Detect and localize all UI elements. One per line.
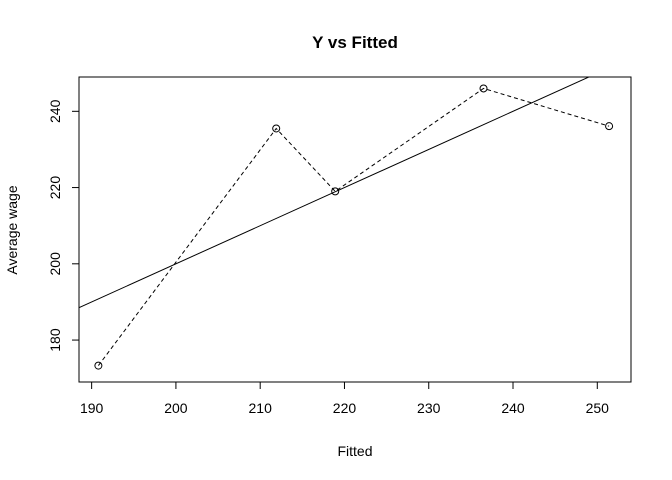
x-tick-label: 250	[586, 400, 610, 416]
plot-frame	[78, 76, 632, 383]
y-tick-label: 240	[47, 99, 63, 123]
x-axis: 190 200 210 220 230 240 250	[80, 381, 610, 416]
chart-title: Y vs Fitted	[312, 33, 398, 52]
y-axis-label: Average wage	[4, 185, 20, 274]
x-tick-label: 240	[501, 400, 525, 416]
x-tick-label: 220	[333, 400, 357, 416]
plot-area	[78, 76, 632, 383]
x-axis-label: Fitted	[337, 443, 372, 459]
x-tick-label: 190	[80, 400, 104, 416]
data-point	[479, 84, 488, 93]
x-tick-label: 210	[249, 400, 273, 416]
series-line	[97, 87, 610, 366]
data-point	[605, 122, 614, 131]
data-point	[94, 361, 103, 370]
reference-line	[79, 77, 591, 309]
x-tick-label: 230	[417, 400, 441, 416]
y-tick-label: 220	[47, 176, 63, 200]
data-point	[331, 187, 340, 196]
y-tick-label: 200	[47, 252, 63, 276]
y-axis: 180 200 220 240	[47, 99, 80, 352]
plot-clipped-group	[79, 77, 610, 366]
x-tick-label: 200	[164, 400, 188, 416]
data-point	[272, 124, 281, 133]
y-tick-label: 180	[47, 328, 63, 352]
